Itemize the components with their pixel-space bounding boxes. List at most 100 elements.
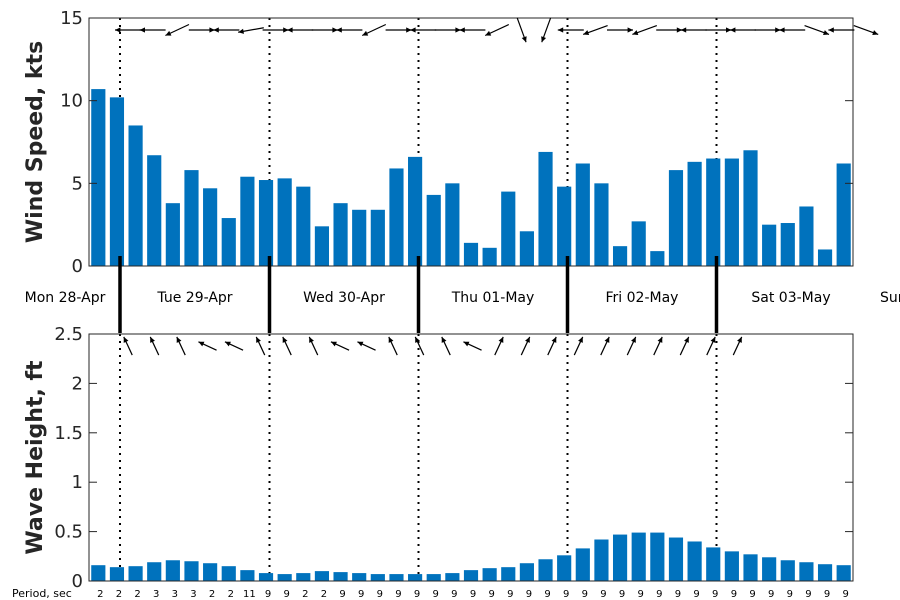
wave-bar <box>128 566 143 581</box>
wind-bar <box>575 163 590 266</box>
wind-direction-arrow <box>434 27 461 33</box>
wave-bar <box>314 571 330 581</box>
day-label: Fri 02-May <box>606 290 679 306</box>
wind-bar <box>426 194 441 266</box>
wave-ytick-label: 1 <box>72 472 83 493</box>
wave-bar <box>370 574 385 581</box>
wave-ytick-label: 2 <box>72 373 83 394</box>
period-value: 9 <box>693 589 699 600</box>
period-value: 9 <box>600 589 606 600</box>
wave-bar <box>277 574 292 581</box>
wave-height-panel: 0 0.5 1 1.5 2 2.5 Wave Height, ft <box>23 324 854 592</box>
wave-bar <box>352 573 367 581</box>
period-label: Period, sec <box>12 587 72 600</box>
period-value: 2 <box>116 589 122 600</box>
wind-bar <box>240 176 255 266</box>
day-label: Sun <box>880 290 900 306</box>
wind-bar <box>836 163 851 266</box>
wind-direction-arrow <box>557 27 584 33</box>
period-value: 9 <box>563 589 569 600</box>
wave-ytick-label: 0.5 <box>54 522 83 543</box>
period-value: 9 <box>526 589 532 600</box>
wind-direction-arrow <box>311 27 338 33</box>
wave-bar <box>389 574 404 581</box>
wave-direction-arrow <box>732 336 743 356</box>
wind-bar <box>668 170 684 266</box>
wave-direction-arrow <box>653 336 663 356</box>
wind-bar <box>538 151 553 266</box>
period-value: 9 <box>470 589 476 600</box>
wind-bar <box>743 150 758 266</box>
period-value: 9 <box>433 589 439 600</box>
wind-bar <box>258 180 274 266</box>
period-value: 2 <box>134 589 140 600</box>
period-value: 3 <box>190 589 196 600</box>
wave-bar <box>799 562 814 581</box>
wind-ytick-label: 15 <box>60 8 83 29</box>
wind-bar <box>109 97 125 266</box>
period-value: 9 <box>749 589 755 600</box>
wind-direction-arrow <box>459 27 486 33</box>
period-value: 9 <box>582 589 588 600</box>
wind-direction-arrow <box>410 27 437 33</box>
wave-direction-arrow <box>176 336 186 356</box>
wave-direction-arrow <box>600 336 610 356</box>
period-value: 11 <box>243 589 256 600</box>
wind-direction-arrow <box>336 27 363 33</box>
period-value: 9 <box>805 589 811 600</box>
wave-bar <box>501 567 516 581</box>
wind-direction-arrow <box>632 24 658 36</box>
wind-bar <box>184 170 199 266</box>
period-value: 2 <box>209 589 215 600</box>
wave-bar <box>836 565 851 581</box>
wave-direction-arrow <box>255 336 266 356</box>
wave-bar <box>147 562 162 581</box>
wind-direction-arrow <box>779 27 806 33</box>
wave-bar <box>706 547 721 581</box>
wind-bar <box>557 186 572 266</box>
wave-bar <box>519 563 534 581</box>
wind-ylabel: Wind Speed, kts <box>23 41 48 243</box>
wind-bar <box>706 158 721 266</box>
wind-direction-arrow <box>385 27 412 33</box>
wave-ylabel: Wave Height, ft <box>23 360 48 555</box>
wave-bar <box>780 560 795 581</box>
wave-direction-arrow <box>706 336 716 356</box>
wind-direction-arrow <box>213 27 240 33</box>
wind-bar <box>203 188 218 266</box>
period-value: 9 <box>414 589 420 600</box>
period-value: 9 <box>712 589 718 600</box>
wind-bar <box>408 156 423 266</box>
wave-direction-arrow <box>463 341 482 351</box>
wind-bar <box>762 224 777 266</box>
period-value: 2 <box>228 589 234 600</box>
wind-bar <box>817 249 833 266</box>
wave-bar <box>109 567 125 581</box>
wave-direction-arrow <box>198 341 217 351</box>
wave-bar <box>203 563 218 581</box>
wave-bar <box>762 557 777 581</box>
period-value: 9 <box>768 589 774 600</box>
wind-direction-arrow <box>165 23 190 37</box>
wave-bar <box>482 568 497 581</box>
wave-bar <box>557 555 572 581</box>
wave-bar <box>668 537 684 581</box>
wave-direction-arrow <box>414 336 425 356</box>
wind-bar <box>296 186 311 266</box>
wave-bar <box>240 570 255 581</box>
wind-direction-arrow <box>828 27 855 33</box>
period-value: 9 <box>638 589 644 600</box>
period-value: 3 <box>172 589 178 600</box>
wind-direction-arrow <box>287 27 314 33</box>
period-value: 9 <box>787 589 793 600</box>
period-value: 9 <box>339 589 345 600</box>
wind-bar <box>165 203 180 266</box>
wave-bar <box>184 561 199 581</box>
wave-direction-arrow <box>573 336 584 356</box>
period-value: 9 <box>675 589 681 600</box>
wind-bar <box>612 246 628 266</box>
day-label: Mon 28-Apr <box>25 290 106 306</box>
wave-direction-arrow <box>224 341 244 351</box>
wind-bar <box>724 158 739 266</box>
